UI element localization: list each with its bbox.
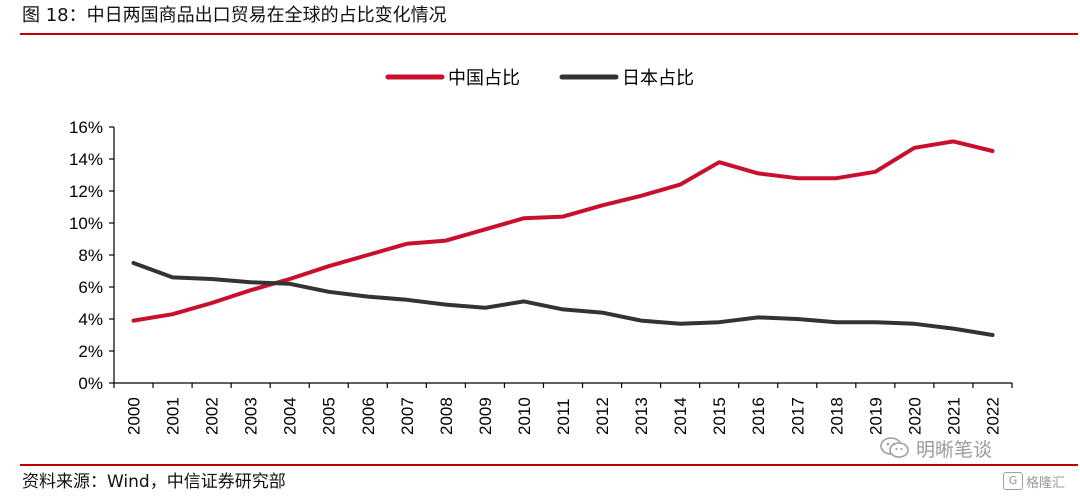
y-tick-label: 12% — [69, 182, 103, 201]
watermark-secondary: G 格隆汇 — [1003, 470, 1065, 492]
y-tick-label: 10% — [69, 214, 103, 233]
y-tick-label: 2% — [78, 342, 103, 361]
x-tick-label: 2012 — [593, 397, 612, 435]
legend-label: 中国占比 — [448, 68, 520, 89]
x-tick-label: 2019 — [866, 397, 885, 435]
x-tick-label: 2011 — [554, 398, 573, 435]
y-tick-label: 4% — [78, 310, 103, 329]
y-tick-label: 0% — [78, 374, 103, 393]
watermark-secondary-text: 格隆汇 — [1026, 475, 1066, 491]
y-tick-label: 14% — [69, 150, 103, 169]
x-tick-label: 2002 — [203, 397, 222, 435]
y-tick-label: 6% — [78, 278, 103, 297]
x-tick-label: 2010 — [515, 397, 534, 435]
x-tick-label: 2016 — [749, 397, 768, 435]
x-tick-label: 2004 — [281, 397, 300, 435]
series-line-china — [131, 139, 995, 323]
x-tick-label: 2006 — [359, 397, 378, 435]
x-tick-label: 2014 — [671, 397, 690, 435]
watermark-text: 明晰笔谈 — [916, 438, 993, 461]
x-tick-label: 2000 — [125, 397, 144, 435]
x-tick-label: 2022 — [983, 397, 1002, 435]
x-tick-label: 2013 — [632, 397, 651, 435]
footer-rule — [20, 464, 1078, 466]
figure-title: 图 18：中日两国商品出口贸易在全球的占比变化情况 — [22, 5, 447, 26]
y-tick-label: 16% — [69, 118, 103, 137]
x-tick-label: 2007 — [398, 397, 417, 435]
x-tick-label: 2018 — [827, 397, 846, 435]
x-tick-label: 2001 — [164, 397, 183, 435]
x-tick-label: 2005 — [320, 397, 339, 435]
title-rule — [20, 33, 1078, 35]
x-tick-label: 2009 — [476, 397, 495, 435]
series-line-japan — [131, 261, 995, 337]
x-tick-label: 2003 — [242, 397, 261, 435]
legend-label: 日本占比 — [622, 68, 694, 89]
x-tick-label: 2008 — [437, 397, 456, 435]
x-tick-label: 2017 — [788, 397, 807, 435]
watermark: 明晰笔谈 — [880, 433, 992, 463]
y-tick-label: 8% — [78, 246, 103, 265]
source-note: 资料来源：Wind，中信证券研究部 — [22, 472, 286, 492]
x-tick-label: 2020 — [905, 397, 924, 435]
watermark-badge: G — [1003, 472, 1023, 490]
wechat-icon — [880, 436, 910, 460]
line-chart: 0% 2% 4% 6% 8% 10% 12% 14% 16% 2000 2001 2002 2003 20… — [69, 68, 1013, 435]
x-tick-label: 2015 — [710, 397, 729, 435]
x-tick-label: 2021 — [944, 397, 963, 435]
